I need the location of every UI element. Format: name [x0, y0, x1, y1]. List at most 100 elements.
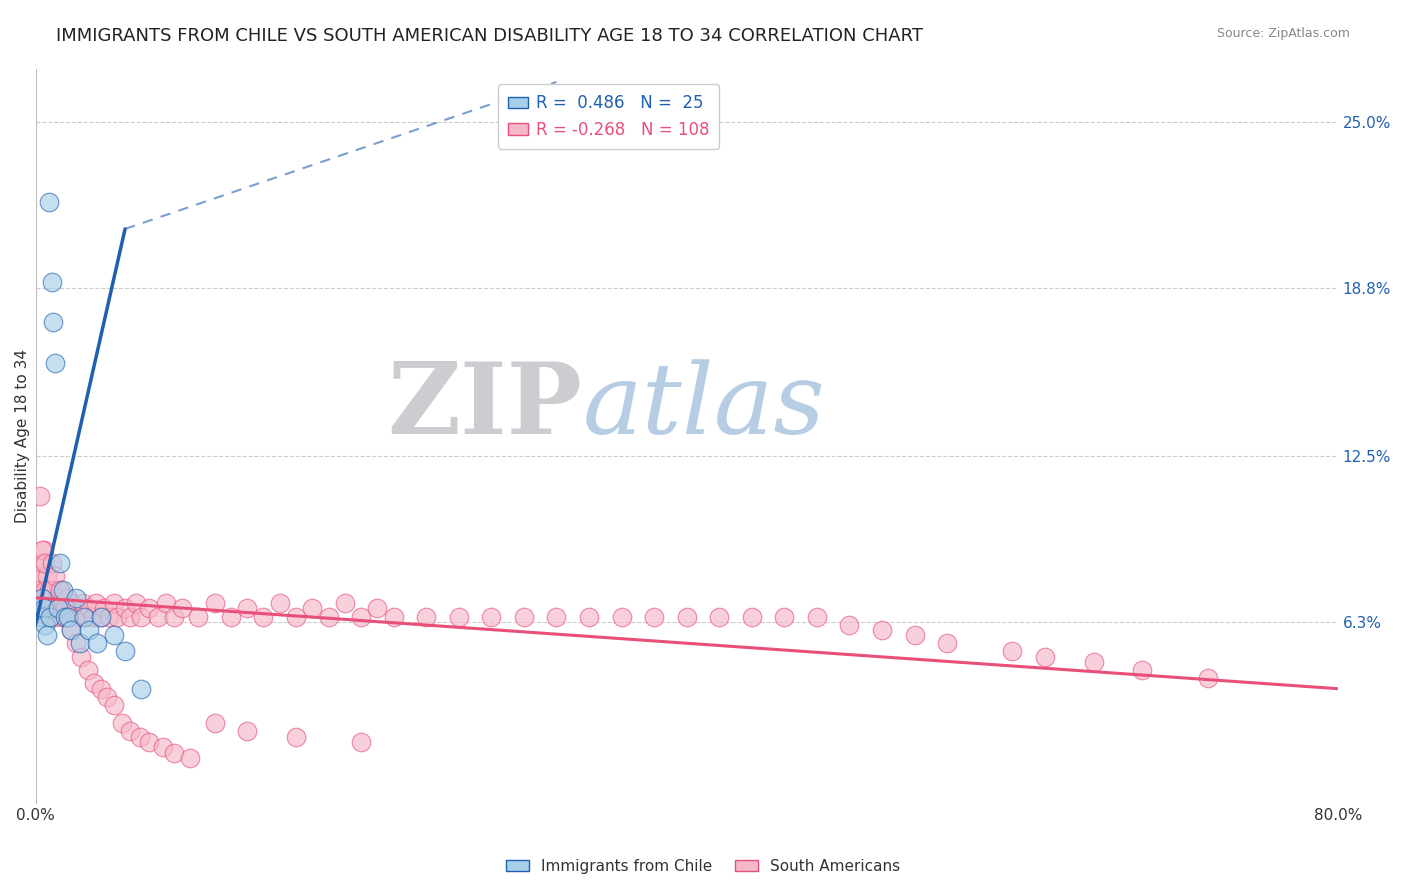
Point [39, 601, 62, 615]
Point [936, 636, 959, 650]
Point [170, 601, 193, 615]
Point [138, 735, 160, 749]
Point [111, 716, 134, 731]
Point [34, 582, 56, 597]
Point [53, 601, 76, 615]
Point [447, 609, 470, 624]
Point [69, 609, 91, 624]
Point [903, 628, 925, 642]
Point [65, 601, 87, 615]
Point [138, 601, 160, 615]
Point [90, 681, 112, 696]
Point [382, 609, 405, 624]
Point [301, 601, 323, 615]
Point [1001, 644, 1024, 658]
Point [350, 609, 373, 624]
Point [38, 582, 60, 597]
Point [32, 542, 55, 557]
Point [350, 735, 373, 749]
Point [285, 609, 308, 624]
Point [103, 628, 125, 642]
Point [155, 596, 177, 610]
Point [55, 601, 77, 615]
Point [46, 601, 69, 615]
Point [90, 609, 112, 624]
Point [72, 596, 94, 610]
Text: Source: ZipAtlas.com: Source: ZipAtlas.com [1216, 27, 1350, 40]
Point [610, 609, 633, 624]
Point [32, 596, 55, 610]
Point [93, 601, 115, 615]
Point [45, 591, 67, 605]
Point [546, 609, 568, 624]
Point [70, 649, 93, 664]
Point [60, 623, 83, 637]
Point [96, 690, 118, 704]
Point [236, 724, 259, 739]
Point [38, 195, 60, 210]
Point [31, 591, 53, 605]
Point [269, 596, 291, 610]
Point [53, 609, 76, 624]
Point [366, 601, 388, 615]
Point [63, 609, 86, 624]
Point [41, 582, 63, 597]
Text: atlas: atlas [582, 359, 825, 454]
Point [59, 609, 82, 624]
Point [60, 596, 83, 610]
Legend: R =  0.486   N =  25, R = -0.268   N = 108: R = 0.486 N = 25, R = -0.268 N = 108 [498, 84, 720, 149]
Point [179, 751, 201, 765]
Point [806, 609, 828, 624]
Point [1132, 663, 1154, 677]
Point [415, 609, 437, 624]
Point [118, 609, 141, 624]
Point [103, 698, 125, 712]
Point [77, 623, 100, 637]
Point [513, 609, 536, 624]
Point [1197, 671, 1219, 685]
Point [84, 596, 107, 610]
Point [65, 591, 87, 605]
Point [643, 609, 665, 624]
Point [82, 609, 104, 624]
Point [77, 601, 100, 615]
Point [38, 591, 60, 605]
Point [152, 740, 174, 755]
Point [236, 601, 259, 615]
Point [1083, 655, 1105, 669]
Point [30, 489, 52, 503]
Point [86, 636, 108, 650]
Point [44, 569, 66, 583]
Point [131, 681, 153, 696]
Text: IMMIGRANTS FROM CHILE VS SOUTH AMERICAN DISABILITY AGE 18 TO 34 CORRELATION CHAR: IMMIGRANTS FROM CHILE VS SOUTH AMERICAN … [56, 27, 924, 45]
Point [146, 609, 169, 624]
Point [31, 542, 53, 557]
Point [204, 596, 226, 610]
Point [131, 609, 153, 624]
Point [34, 617, 56, 632]
Y-axis label: Disability Age 18 to 34: Disability Age 18 to 34 [15, 349, 30, 523]
Point [118, 724, 141, 739]
Point [1033, 649, 1056, 664]
Point [52, 582, 75, 597]
Point [479, 609, 502, 624]
Point [56, 609, 79, 624]
Point [709, 609, 731, 624]
Point [163, 746, 186, 760]
Point [41, 556, 63, 570]
Point [49, 556, 72, 570]
Point [51, 609, 73, 624]
Point [333, 596, 356, 610]
Point [204, 716, 226, 731]
Point [578, 609, 600, 624]
Point [128, 730, 150, 744]
Point [42, 596, 65, 610]
Point [52, 596, 75, 610]
Point [44, 609, 66, 624]
Point [73, 609, 96, 624]
Point [41, 276, 63, 290]
Point [49, 582, 72, 597]
Point [285, 730, 308, 744]
Point [49, 582, 72, 597]
Point [46, 601, 69, 615]
